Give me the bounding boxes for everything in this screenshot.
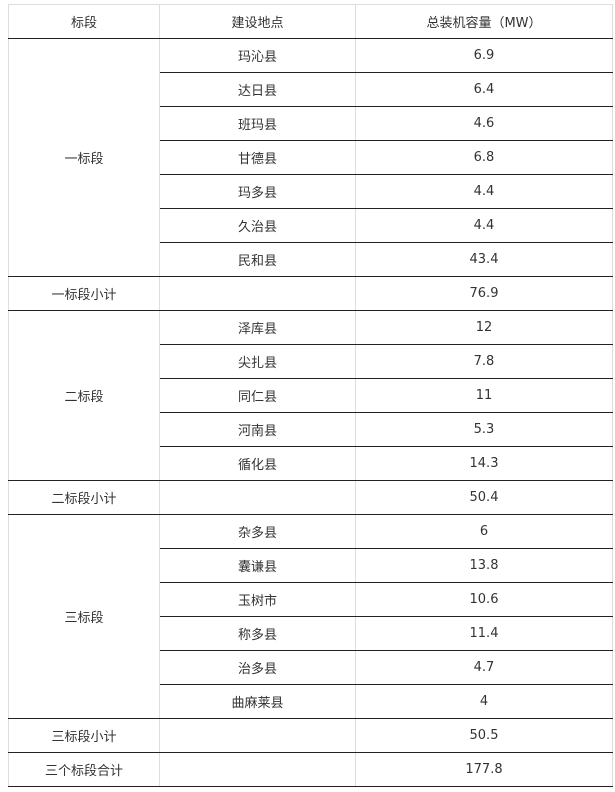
capacity-cell: 4.6 (355, 106, 613, 141)
header-section: 标段 (8, 4, 160, 39)
capacity-cell: 4.4 (355, 208, 613, 243)
subtotal-value: 76.9 (355, 276, 613, 311)
subtotal-value: 50.5 (355, 718, 613, 753)
capacity-cell: 10.6 (355, 582, 613, 617)
capacity-cell: 11.4 (355, 616, 613, 651)
location-cell: 循化县 (159, 446, 356, 481)
location-cell: 泽库县 (159, 310, 356, 345)
location-cell: 尖扎县 (159, 344, 356, 379)
capacity-table: 标段 建设地点 总装机容量（MW） 一标段 玛沁县 6.9 达日县 6.4 班玛县 4.6 甘… (8, 4, 613, 787)
table-row: 二标段 泽库县 12 (8, 310, 613, 481)
subtotal-label: 二标段小计 (8, 480, 160, 515)
table-row: 同仁县 11 (9, 378, 613, 413)
location-cell: 久治县 (159, 208, 356, 243)
table-row: 三标段 杂多县 6 (8, 514, 613, 719)
capacity-cell: 4.7 (355, 650, 613, 685)
section-name: 二标段 (8, 310, 160, 481)
location-cell: 曲麻莱县 (159, 684, 356, 719)
capacity-cell: 14.3 (355, 446, 613, 481)
location-cell: 甘德县 (159, 140, 356, 175)
capacity-cell: 43.4 (355, 242, 613, 277)
capacity-cell: 11 (355, 378, 613, 413)
location-cell: 同仁县 (159, 378, 356, 413)
location-cell: 囊谦县 (159, 548, 356, 583)
table-row: 班玛县 4.6 (9, 106, 613, 141)
table-row: 治多县 4.7 (9, 650, 613, 685)
table-row: 囊谦县 13.8 (9, 548, 613, 583)
location-cell: 治多县 (159, 650, 356, 685)
header-capacity: 总装机容量（MW） (355, 4, 613, 39)
empty-cell (159, 276, 356, 311)
subtotal-row: 二标段小计 50.4 (8, 480, 613, 515)
total-label: 三个标段合计 (8, 752, 160, 787)
location-cell: 河南县 (159, 412, 356, 447)
capacity-cell: 13.8 (355, 548, 613, 583)
subtotal-row: 一标段小计 76.9 (8, 276, 613, 311)
total-row: 三个标段合计 177.8 (8, 752, 613, 787)
section-name: 三标段 (8, 514, 160, 719)
capacity-cell: 5.3 (355, 412, 613, 447)
location-cell: 玉树市 (159, 582, 356, 617)
table-row: 尖扎县 7.8 (9, 344, 613, 379)
location-cell: 玛多县 (159, 174, 356, 209)
table-row: 称多县 11.4 (9, 616, 613, 651)
capacity-cell: 6.9 (355, 38, 613, 73)
capacity-cell: 4 (355, 684, 613, 719)
table-row: 一标段 玛沁县 6.9 (8, 38, 613, 277)
empty-cell (159, 718, 356, 753)
subtotal-label: 一标段小计 (8, 276, 160, 311)
total-value: 177.8 (355, 752, 613, 787)
table-row: 玉树市 10.6 (9, 582, 613, 617)
table-row: 甘德县 6.8 (9, 140, 613, 175)
capacity-cell: 4.4 (355, 174, 613, 209)
location-cell: 达日县 (159, 72, 356, 107)
capacity-cell: 12 (355, 310, 613, 345)
capacity-cell: 6 (355, 514, 613, 549)
table-row: 循化县 14.3 (9, 446, 613, 481)
table-row: 河南县 5.3 (9, 412, 613, 447)
section-name: 一标段 (8, 38, 160, 277)
empty-cell (159, 752, 356, 787)
empty-cell (159, 480, 356, 515)
header-location: 建设地点 (159, 4, 356, 39)
location-cell: 班玛县 (159, 106, 356, 141)
subtotal-value: 50.4 (355, 480, 613, 515)
location-cell: 民和县 (159, 242, 356, 277)
capacity-cell: 6.4 (355, 72, 613, 107)
table-row: 达日县 6.4 (9, 72, 613, 107)
capacity-cell: 7.8 (355, 344, 613, 379)
capacity-cell: 6.8 (355, 140, 613, 175)
location-cell: 称多县 (159, 616, 356, 651)
table-row: 久治县 4.4 (9, 208, 613, 243)
table-row: 民和县 43.4 (9, 242, 613, 277)
subtotal-label: 三标段小计 (8, 718, 160, 753)
location-cell: 杂多县 (159, 514, 356, 549)
table-row: 玛多县 4.4 (9, 174, 613, 209)
table-row: 曲麻莱县 4 (9, 684, 613, 719)
subtotal-row: 三标段小计 50.5 (8, 718, 613, 753)
header-row: 标段 建设地点 总装机容量（MW） (8, 4, 613, 39)
location-cell: 玛沁县 (159, 38, 356, 73)
